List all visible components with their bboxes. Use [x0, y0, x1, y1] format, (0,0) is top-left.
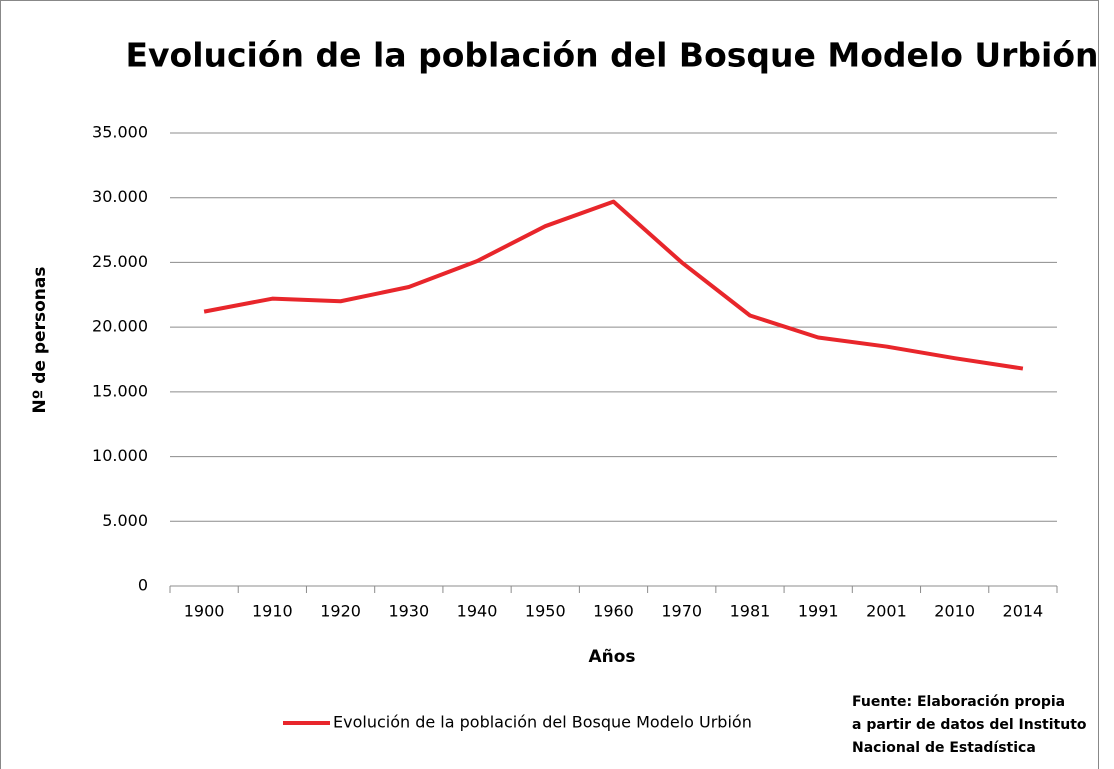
x-tick-label: 1960	[593, 602, 634, 621]
x-tick-label: 1991	[798, 602, 839, 621]
data-line	[203, 199, 1024, 371]
source-note: Fuente: Elaboración propia	[852, 694, 1065, 710]
x-tick-label: 1920	[320, 602, 361, 621]
x-tick-label: 2001	[866, 602, 907, 621]
x-tick-label: 1981	[730, 602, 771, 621]
y-tick-label: 10.000	[92, 446, 148, 465]
y-tick-label: 30.000	[92, 187, 148, 206]
x-tick-label: 1910	[252, 602, 293, 621]
y-tick-label: 15.000	[92, 381, 148, 400]
x-tick-label: 1930	[388, 602, 429, 621]
y-tick-label: 25.000	[92, 252, 148, 271]
y-tick-label: 20.000	[92, 317, 148, 336]
y-tick-label: 5.000	[102, 511, 148, 530]
source-note: Nacional de Estadística	[852, 740, 1036, 756]
x-axis-label: Años	[588, 647, 635, 667]
x-tick-label: 1970	[661, 602, 702, 621]
y-axis-label: Nº de personas	[30, 267, 50, 414]
x-tick-label: 2014	[1003, 602, 1044, 621]
x-tick-label: 1950	[525, 602, 566, 621]
x-tick-label: 1940	[457, 602, 498, 621]
y-tick-label: 0	[138, 576, 148, 595]
legend-label: Evolución de la población del Bosque Mod…	[333, 713, 752, 732]
chart-title: Evolución de la población del Bosque Mod…	[125, 36, 1098, 75]
y-tick-label: 35.000	[92, 123, 148, 142]
x-tick-label: 1900	[184, 602, 225, 621]
x-tick-label: 2010	[934, 602, 975, 621]
source-note: a partir de datos del Instituto	[852, 717, 1087, 733]
